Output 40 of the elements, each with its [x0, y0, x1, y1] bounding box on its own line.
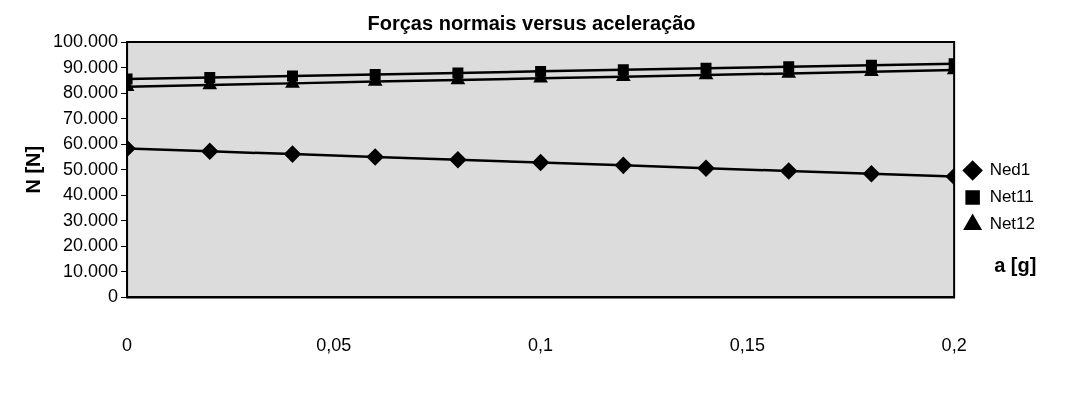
x-axis-title: a [g] [994, 254, 1037, 277]
point [452, 67, 464, 79]
x-tick-label: 0,05 [316, 335, 352, 356]
y-tick-label: 60.000 [63, 133, 119, 154]
y-tick-label: 40.000 [63, 184, 119, 205]
point [532, 154, 549, 171]
point [366, 148, 384, 166]
point [286, 70, 298, 82]
legend-label: Net12 [989, 214, 1036, 234]
point [617, 64, 629, 76]
point [201, 143, 219, 160]
y-tick-label: 90.000 [63, 56, 119, 77]
point [369, 68, 381, 80]
point [284, 145, 301, 163]
y-tick-label: 100.000 [52, 30, 119, 51]
y-tick-label: 80.000 [63, 82, 119, 103]
x-tick-label: 0,15 [729, 335, 765, 356]
x-tick-label: 0,2 [941, 335, 967, 356]
x-tick-label: 0 [122, 335, 133, 356]
point [697, 159, 715, 177]
point [783, 61, 795, 73]
point [865, 59, 877, 71]
y-tick-label: 0 [108, 286, 119, 307]
point [863, 165, 880, 183]
y-tick-label: 20.000 [63, 235, 119, 256]
chart-title: Forças normais versus aceleração [367, 11, 696, 34]
point [535, 65, 547, 77]
point [780, 162, 797, 180]
point [700, 62, 712, 74]
point [449, 151, 467, 168]
y-axis-title: N [N] [21, 145, 44, 194]
y-tick-label: 50.000 [63, 158, 119, 179]
legend-label: Ned1 [989, 160, 1031, 180]
y-tick-label: 30.000 [63, 209, 119, 230]
legend-label: Net11 [989, 187, 1034, 207]
y-tick-label: 10.000 [63, 260, 119, 281]
point [615, 157, 632, 174]
point [204, 72, 216, 83]
y-tick-label: 70.000 [63, 107, 119, 128]
x-tick-label: 0,1 [528, 335, 554, 356]
